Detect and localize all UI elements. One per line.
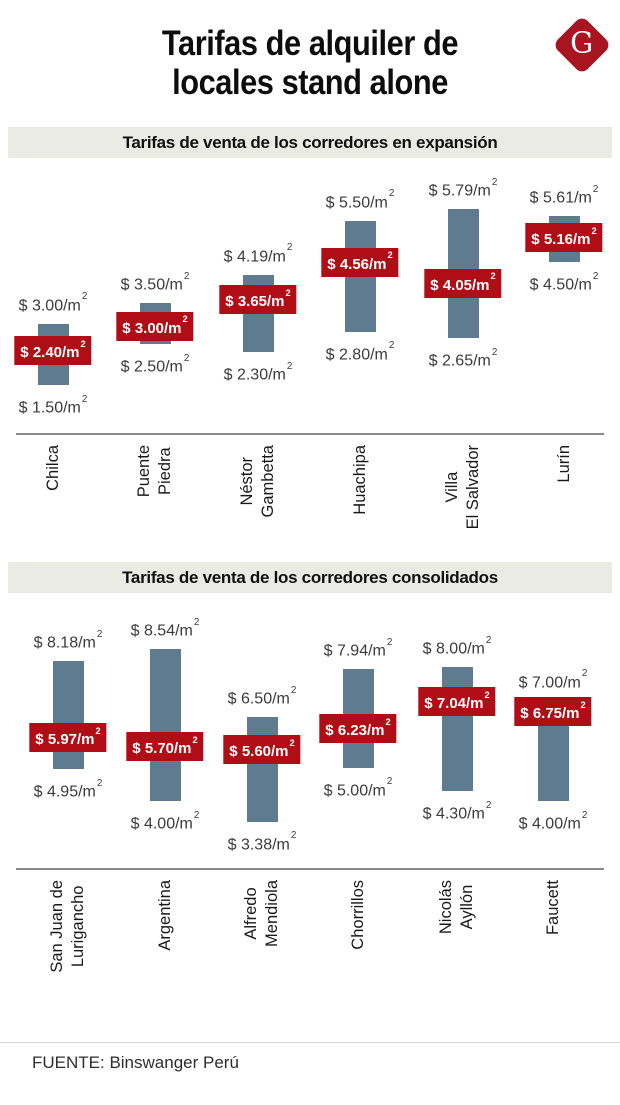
avg-value-badge: $ 3.00/m2 — [116, 311, 194, 341]
max-value-label: $ 4.19/m2 — [223, 242, 293, 266]
max-value-label: $ 5.79/m2 — [428, 176, 498, 200]
category-label: Huachipa — [336, 445, 384, 555]
avg-value-badge: $ 7.04/m2 — [418, 687, 496, 717]
max-value-label: $ 3.00/m2 — [18, 291, 88, 314]
category-label-text: Villa El Salvador — [443, 445, 482, 530]
category-label: Puente Piedra — [131, 445, 179, 555]
min-value-label: $ 4.30/m2 — [422, 799, 492, 823]
min-value-label: $ 2.80/m2 — [325, 340, 395, 364]
min-value-label: $ 4.00/m2 — [518, 809, 588, 833]
section-header-consolidated: Tarifas de venta de los corredores conso… — [8, 562, 612, 593]
category-label-text: Huachipa — [350, 445, 369, 515]
max-value-label: $ 3.50/m2 — [120, 270, 190, 294]
category-label: Néstor Gambetta — [234, 445, 282, 555]
category-label-text: Faucett — [543, 880, 562, 936]
page-title-line-1: Tarifas de alquiler de — [161, 24, 459, 63]
avg-value-badge: $ 2.40/m2 — [14, 336, 92, 366]
category-label-text: Chilca — [43, 445, 62, 491]
chart-expansion: $ 3.00/m2 $ 1.50/m2 $ 2.40/m2 Chilca $ 3.50/… — [0, 160, 620, 560]
avg-value-badge: $ 4.05/m2 — [424, 268, 502, 298]
x-axis-line — [16, 868, 604, 870]
category-label: Lurín — [540, 445, 588, 555]
page-title: Tarifas de alquiler de locales stand alo… — [0, 24, 620, 102]
range-bar — [52, 661, 84, 770]
category-label-text: Néstor Gambetta — [238, 445, 277, 518]
max-value-label: $ 5.61/m2 — [529, 183, 599, 207]
category-label-text: Alfredo Mendiola — [242, 880, 281, 947]
chart-consolidated: $ 8.18/m2 $ 4.95/m2 $ 5.97/m2 San Juan de Lu… — [0, 610, 620, 1010]
category-label-text: San Juan de Lurigancho — [48, 880, 87, 973]
category-label: Faucett — [529, 880, 577, 990]
min-value-label: $ 5.00/m2 — [323, 776, 393, 799]
avg-value-badge: $ 6.75/m2 — [514, 696, 592, 726]
avg-value-badge: $ 5.16/m2 — [525, 222, 603, 252]
avg-value-badge: $ 5.70/m2 — [126, 732, 204, 762]
max-value-label: $ 8.00/m2 — [422, 634, 492, 658]
min-value-label: $ 3.38/m2 — [227, 830, 297, 854]
category-label: Alfredo Mendiola — [238, 880, 286, 990]
min-value-label: $ 2.50/m2 — [120, 352, 190, 376]
category-label-text: Chorrillos — [348, 880, 367, 950]
range-bar — [441, 667, 473, 792]
avg-value-badge: $ 6.23/m2 — [319, 714, 397, 744]
min-value-label: $ 4.50/m2 — [529, 270, 599, 294]
avg-value-badge: $ 5.97/m2 — [29, 723, 107, 753]
x-axis-line — [16, 433, 604, 435]
category-label: Chorrillos — [334, 880, 382, 990]
avg-value-badge: $ 3.65/m2 — [219, 284, 297, 314]
range-bar — [246, 717, 278, 822]
category-label: Villa El Salvador — [439, 445, 487, 555]
avg-value-badge: $ 5.60/m2 — [223, 735, 301, 765]
min-value-label: $ 4.95/m2 — [33, 777, 103, 801]
category-label: Chilca — [29, 445, 77, 555]
category-label-text: Argentina — [155, 880, 174, 951]
max-value-label: $ 7.00/m2 — [518, 668, 588, 691]
category-label-text: Puente Piedra — [135, 445, 174, 498]
min-value-label: $ 1.50/m2 — [18, 393, 88, 417]
page-title-line-2: locales stand alone — [172, 63, 448, 102]
category-label: San Juan de Lurigancho — [44, 880, 92, 990]
min-value-label: $ 2.65/m2 — [428, 346, 498, 370]
section-header-expansion: Tarifas de venta de los corredores en ex… — [8, 127, 612, 158]
category-label-text: Lurín — [554, 445, 573, 483]
max-value-label: $ 5.50/m2 — [325, 188, 395, 212]
category-label: Argentina — [141, 880, 189, 990]
category-label: Nicolás Ayllón — [433, 880, 481, 990]
avg-value-badge: $ 4.56/m2 — [321, 247, 399, 277]
min-value-label: $ 2.30/m2 — [223, 360, 293, 384]
max-value-label: $ 7.94/m2 — [323, 636, 393, 660]
section-header-expansion-label: Tarifas de venta de los corredores en ex… — [122, 133, 498, 152]
max-value-label: $ 6.50/m2 — [227, 684, 297, 708]
min-value-label: $ 4.00/m2 — [130, 809, 200, 833]
category-label-text: Nicolás Ayllón — [437, 880, 476, 935]
max-value-label: $ 8.54/m2 — [130, 616, 200, 640]
max-value-label: $ 8.18/m2 — [33, 628, 103, 652]
logo-letter: G — [570, 25, 594, 60]
range-bar — [149, 649, 181, 802]
footer-divider — [0, 1042, 620, 1043]
section-header-consolidated-label: Tarifas de venta de los corredores conso… — [122, 568, 498, 587]
source-text: FUENTE: Binswanger Perú — [32, 1053, 239, 1072]
